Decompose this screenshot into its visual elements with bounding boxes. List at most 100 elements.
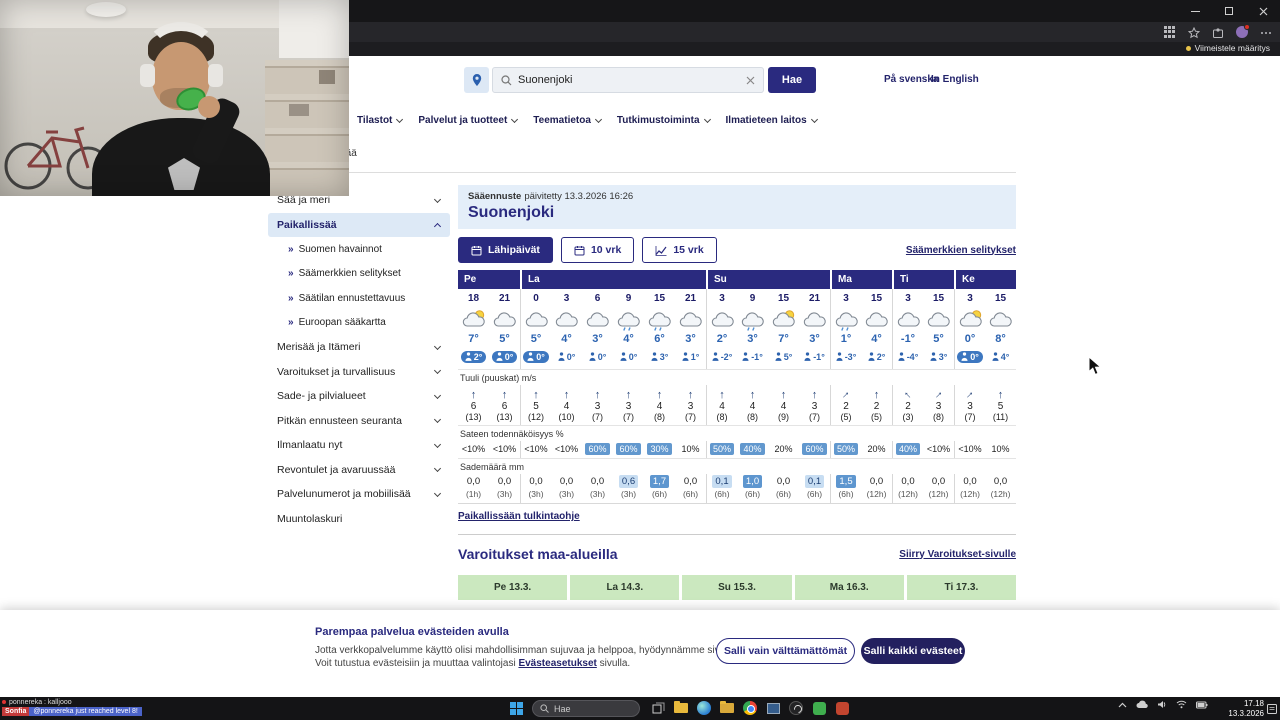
pop-row-cell: 60% xyxy=(582,441,613,458)
nav-teematietoa[interactable]: Teematietoa xyxy=(533,115,602,126)
nav-tilastot[interactable]: Tilastot xyxy=(357,115,404,126)
pop-row-cell: <10% xyxy=(554,444,579,454)
sidebar-item-muuntolaskuri[interactable]: Muuntolaskuri xyxy=(277,512,343,525)
sidebar-item-pitkan-ennusteen-seuranta[interactable]: Pitkän ennusteen seuranta xyxy=(268,409,450,434)
sidebar-subitem-euroopan-saakartta[interactable]: » Euroopan sääkartta xyxy=(288,317,386,329)
maximize-button[interactable] xyxy=(1212,0,1246,22)
taskview-icon[interactable] xyxy=(650,700,666,716)
sidebar-item-paikallissaa[interactable]: Paikallissää xyxy=(268,212,450,237)
warnings-page-link[interactable]: Siirry Varoitukset-sivulle xyxy=(899,548,1016,560)
sidebar-subitem-saatilan-ennustettavuus[interactable]: » Säätilan ennustettavuus xyxy=(288,292,406,304)
wind-row-cell: 3 xyxy=(594,401,601,412)
taskbar-search[interactable]: Hae xyxy=(532,700,640,717)
rain-row-cell: 0,1 xyxy=(706,474,737,489)
search-input[interactable]: Suonenjoki xyxy=(518,74,573,86)
feels-like-icon: 0° xyxy=(957,350,983,363)
feels-like-icon: 2° xyxy=(460,350,487,363)
wind-direction-icon: ↑ xyxy=(780,389,787,401)
nav-palvelut[interactable]: Palvelut ja tuotteet xyxy=(418,115,519,126)
search-submit-button[interactable]: Hae xyxy=(768,67,816,93)
day-header-cell: Ke xyxy=(954,270,1016,289)
sidebar-item-merisaa[interactable]: Merisää ja Itämeri xyxy=(268,335,450,360)
edge-icon[interactable] xyxy=(696,700,712,716)
search-icon xyxy=(540,704,549,713)
chrome-icon[interactable] xyxy=(742,700,758,716)
feels-like-icon: 2° xyxy=(868,352,885,362)
tray-chevron-icon[interactable] xyxy=(1118,702,1127,708)
feels-row-cell: 5° xyxy=(768,347,799,369)
rain-row-cell: 0,0 xyxy=(993,476,1008,487)
onedrive-cloud-icon[interactable] xyxy=(1136,700,1148,709)
alert-dot-icon xyxy=(1185,45,1191,51)
interpretation-link[interactable]: Paikallissään tulkintaohje xyxy=(458,511,580,522)
start-button[interactable] xyxy=(510,702,523,715)
ceiling xyxy=(0,0,349,28)
green-app-icon[interactable] xyxy=(811,700,827,716)
forecast-updated: Sääennuste päivitetty 13.3.2026 16:26 xyxy=(468,191,634,202)
tab-lahipaivat[interactable]: Lähipäivät xyxy=(458,237,553,263)
gusts-row-cell: (12) xyxy=(520,412,551,425)
sidebar-item-sade-ja-pilvialueet[interactable]: Sade- ja pilvialueet xyxy=(268,384,450,409)
sidebar-item-saa-ja-meri[interactable]: Sää ja meri xyxy=(268,188,450,213)
favorite-star-icon[interactable] xyxy=(1187,26,1201,39)
wind-row-cell: 4 xyxy=(656,401,663,412)
legend-link[interactable]: Säämerkkien selitykset xyxy=(905,244,1016,256)
cloud-icon xyxy=(706,308,737,332)
feels-row-cell: 4° xyxy=(985,347,1016,369)
periods-row-cell: (3h) xyxy=(589,489,606,499)
file-explorer-icon[interactable] xyxy=(673,700,689,716)
obs-icon[interactable] xyxy=(788,700,804,716)
nav-tutkimustoiminta[interactable]: Tutkimustoiminta xyxy=(617,115,711,126)
sidebar-item-varoitukset[interactable]: Varoitukset ja turvallisuus xyxy=(268,360,450,385)
feels-row-cell: 0° xyxy=(582,347,613,369)
gusts-row-cell: (7) xyxy=(623,412,634,422)
red-app-icon[interactable] xyxy=(834,700,850,716)
battery-icon[interactable] xyxy=(1196,701,1208,709)
feels-row-cell: 1° xyxy=(675,347,706,369)
sidebar-subitem-suomen-havainnot[interactable]: » Suomen havainnot xyxy=(288,243,382,255)
app-window-icon[interactable] xyxy=(765,700,781,716)
nav-ilmatieteen-laitos[interactable]: Ilmatieteen laitos xyxy=(726,115,818,126)
pop-row-cell: 40% xyxy=(892,441,923,458)
tab-10vrk[interactable]: 10 vrk xyxy=(560,237,635,263)
temps-row-cell: 3° xyxy=(685,333,696,345)
tab-15vrk[interactable]: 15 vrk xyxy=(642,237,717,263)
profile-avatar-icon[interactable] xyxy=(1236,24,1250,38)
feels-row-cell: 0° xyxy=(520,347,551,369)
warnings-day: Pe 13.3. xyxy=(458,575,568,600)
cloud-icon xyxy=(489,308,520,332)
main-nav: Tilastot Palvelut ja tuotteet Teematieto… xyxy=(357,115,818,126)
search-box[interactable]: Suonenjoki xyxy=(492,67,764,93)
wifi-icon[interactable] xyxy=(1176,700,1187,709)
cookie-settings-link[interactable]: Evästeasetukset xyxy=(518,658,597,669)
sidebar-subitem-saamerkkien-selitykset[interactable]: » Säämerkkien selitykset xyxy=(288,268,401,280)
hours-row-cell: 18 xyxy=(467,293,480,304)
allow-necessary-button[interactable]: Salli vain välttämättömät xyxy=(716,638,855,664)
allow-all-button[interactable]: Salli kaikki evästeet xyxy=(861,638,965,664)
setup-notice[interactable]: Viimeistele määritys xyxy=(1185,43,1270,53)
sidebar-item-revontulet[interactable]: Revontulet ja avaruussää xyxy=(268,458,450,483)
search-icon xyxy=(501,74,512,85)
headphones-band xyxy=(144,22,218,82)
lang-link-english[interactable]: In English xyxy=(931,74,979,85)
close-button[interactable] xyxy=(1246,0,1280,22)
sidebar-item-palvelunumerot[interactable]: Palvelunumerot ja mobiilisää xyxy=(268,482,450,507)
taskbar-clock[interactable]: 17.18 13.3.2026 xyxy=(1228,699,1264,718)
notification-center-icon[interactable] xyxy=(1266,702,1278,720)
minimize-button[interactable] xyxy=(1178,0,1212,22)
arrows-row: ↑ ↑ ↑ ↑ ↑ ↑ ↑ ↑ ↑ ↑ ↑ ↑ ↑ ↑ ↑ ↑ ↑ ↑ xyxy=(458,385,1016,401)
sidebar-item-ilmanlaatu[interactable]: Ilmanlaatu nyt xyxy=(268,433,450,458)
location-pin-button[interactable] xyxy=(464,67,489,93)
apps-grid-icon[interactable] xyxy=(1164,26,1176,38)
folder-icon[interactable] xyxy=(719,700,735,716)
lang-link-swedish[interactable]: På svenska xyxy=(884,74,939,85)
feels-like-icon: -3° xyxy=(836,352,856,362)
feels-like-icon: -1° xyxy=(742,352,763,362)
wind-direction-icon: ↑ xyxy=(749,389,756,401)
extensions-icon[interactable] xyxy=(1212,26,1224,38)
gusts-row-cell: (5) xyxy=(830,412,861,425)
cloud-icon xyxy=(861,308,892,332)
clear-search-icon[interactable] xyxy=(746,76,755,85)
speaker-icon[interactable] xyxy=(1157,700,1167,709)
more-menu-icon[interactable] xyxy=(1260,26,1272,38)
